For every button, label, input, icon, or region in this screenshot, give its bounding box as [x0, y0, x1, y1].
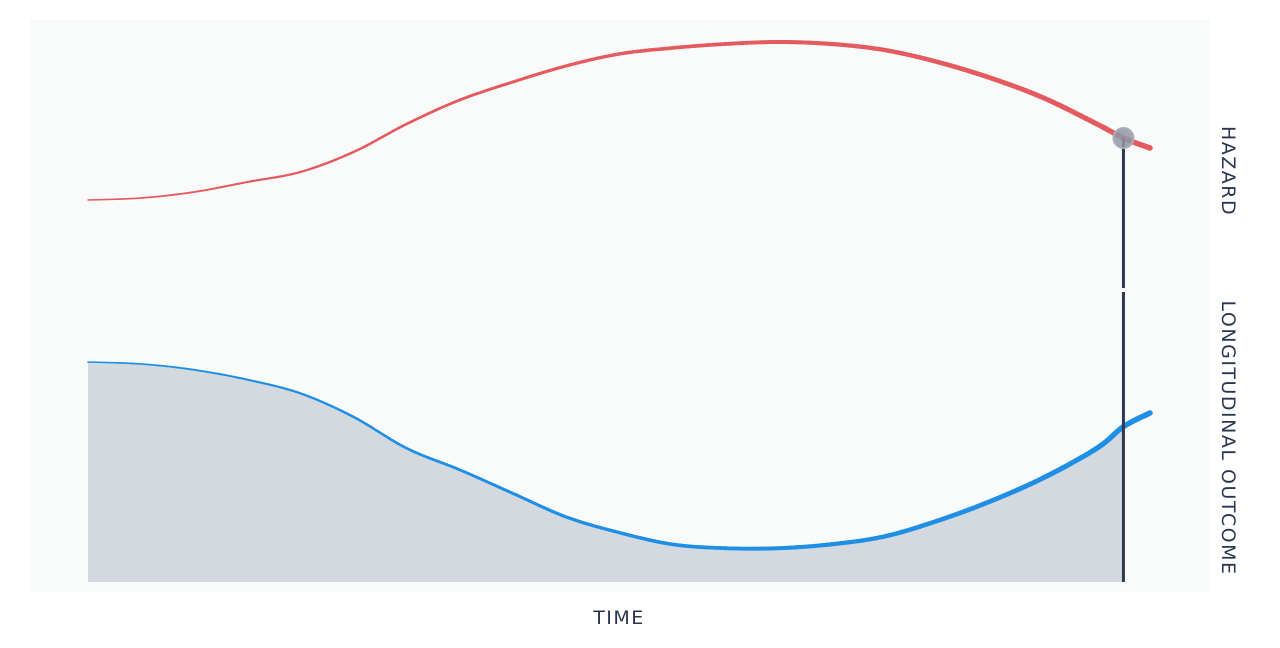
- current-time-marker-dot: [1112, 127, 1135, 149]
- longitudinal-outcome-area: [88, 362, 1124, 582]
- longitudinal-outcome-axis-label: LONGITUDINAL OUTCOME: [1217, 301, 1239, 576]
- x-axis-label: TIME: [592, 607, 645, 629]
- hazard-axis-label: HAZARD: [1217, 126, 1239, 216]
- longitudinal-outcome-segment: [1145, 410, 1153, 417]
- longitudinal-outcome-line: [87, 361, 1153, 551]
